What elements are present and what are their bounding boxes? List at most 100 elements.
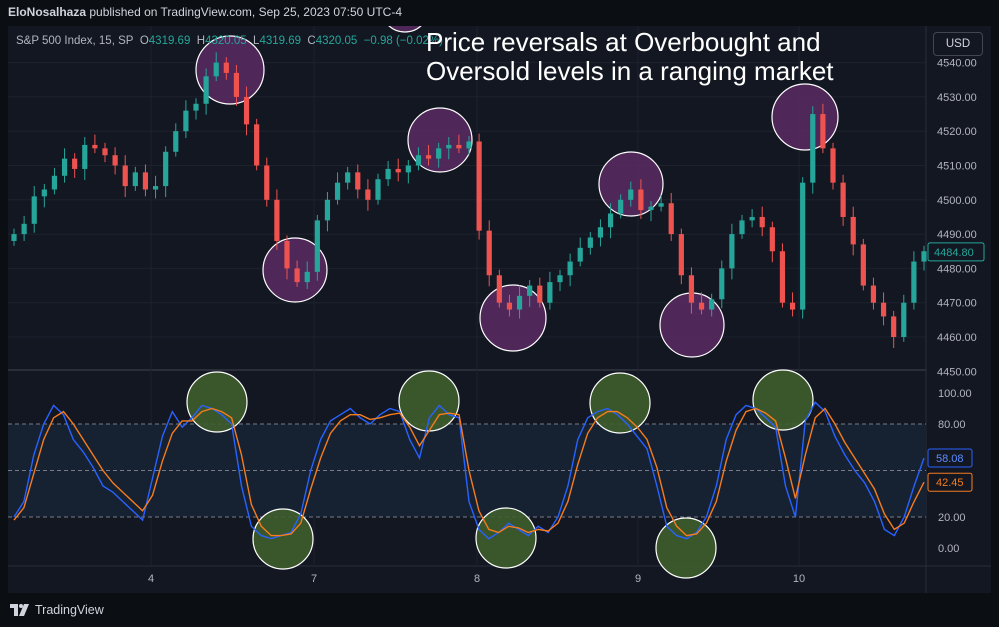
candle-body — [415, 155, 422, 166]
candle-body — [759, 216, 765, 228]
candle-body — [638, 189, 644, 211]
time-tick-label: 7 — [311, 573, 317, 585]
candle-body — [112, 155, 118, 166]
candle-body — [698, 302, 705, 310]
candle-body — [779, 251, 786, 303]
stoch-d-line — [13, 407, 925, 537]
candle-body — [213, 62, 219, 77]
stoch-lines — [13, 401, 925, 540]
oversold-stoch-marker — [655, 517, 717, 579]
stoch-tick-label: 100.00 — [938, 388, 972, 400]
candle-body — [850, 216, 856, 245]
price-tick-label: 4520.00 — [937, 126, 977, 138]
candle-body — [31, 196, 37, 224]
candle-body — [163, 151, 169, 187]
change-value: −0.98 (−0.02%) — [363, 35, 443, 47]
candle-body — [880, 302, 887, 317]
candle-body — [456, 144, 462, 149]
candle-body — [719, 268, 725, 300]
candle-body — [628, 189, 634, 200]
candle-body — [264, 165, 270, 200]
oversold-stoch-marker — [475, 507, 537, 569]
publication-bar: EloNosalhaza published on TradingView.co… — [0, 0, 999, 26]
oversold-stoch-marker — [252, 508, 314, 570]
candle-body — [668, 203, 674, 235]
time-tick-label: 4 — [148, 573, 154, 585]
publication-info: EloNosalhaza published on TradingView.co… — [8, 5, 402, 19]
brand-name: TradingView — [35, 603, 104, 617]
stoch-k-line — [13, 401, 925, 540]
price-tick-label: 4530.00 — [937, 92, 977, 104]
candle-body — [476, 141, 482, 231]
symbol-legend[interactable]: S&P 500 Index, 15, SP O4319.69 H4320.05 … — [16, 35, 443, 47]
price-tick-label: 4500.00 — [937, 195, 977, 207]
candle-body — [658, 203, 664, 207]
overbought-stoch-marker — [752, 369, 814, 431]
candle-body — [446, 144, 452, 149]
footer-brand[interactable]: TradingView — [10, 600, 104, 620]
candle-body — [921, 251, 927, 262]
price-tick-label: 4540.00 — [937, 58, 977, 70]
candle-body — [577, 247, 583, 262]
candle-body — [597, 227, 604, 238]
high-value: 4320.05 — [205, 35, 247, 47]
candle-body — [901, 302, 907, 337]
candle-body — [21, 223, 27, 235]
candle-body — [870, 285, 877, 303]
candle-body — [567, 261, 573, 276]
author-name[interactable]: EloNosalhaza — [8, 5, 87, 19]
candle-body — [223, 62, 229, 73]
candle-body — [203, 76, 209, 104]
candle-body — [688, 275, 695, 303]
candle-body — [41, 189, 47, 197]
candle-body — [527, 285, 533, 296]
candle-body — [132, 172, 138, 187]
candle-body — [496, 275, 502, 303]
candle-body — [274, 199, 280, 241]
candle-body — [709, 299, 715, 310]
candle-body — [820, 114, 826, 149]
overbought-price-marker — [388, 26, 422, 33]
candle-body — [395, 168, 401, 173]
stoch-k-value: 58.08 — [936, 453, 964, 465]
candle-body — [800, 182, 806, 310]
candle-body — [61, 158, 68, 176]
candle-body — [729, 234, 735, 269]
candle-body — [11, 234, 17, 241]
stoch-markers — [186, 369, 814, 579]
candle-body — [173, 131, 179, 152]
price-tick-label: 4470.00 — [937, 298, 977, 310]
price-tick-label: 4480.00 — [937, 263, 977, 275]
current-price-badge — [927, 242, 985, 262]
axes: 4460.00 4470.00 4480.00 4490.00 4500.00 4510.… — [148, 58, 985, 585]
candle-body — [506, 302, 513, 310]
price-tick-label: 4450.00 — [937, 366, 977, 378]
candle-body — [142, 172, 149, 190]
overbought-price-marker — [771, 83, 839, 151]
close-value: 4320.05 — [315, 35, 358, 47]
candle-body — [466, 141, 472, 149]
candle-body — [739, 220, 745, 235]
candle-body — [537, 285, 543, 303]
candle-body — [233, 72, 240, 97]
time-tick-label: 8 — [474, 573, 480, 585]
tradingview-logo-icon — [10, 604, 29, 616]
candle-body — [183, 110, 189, 132]
candle-body — [365, 189, 371, 200]
candle-body — [72, 158, 78, 169]
overbought-stoch-marker — [186, 371, 248, 433]
candle-body — [840, 182, 846, 217]
grid-lines — [8, 26, 991, 593]
price-tick-label: 4460.00 — [937, 332, 977, 344]
low-label: L — [253, 35, 260, 47]
overbought-price-marker — [407, 107, 473, 173]
currency-button[interactable]: USD — [933, 32, 983, 56]
overbought-oversold-price-markers — [195, 26, 839, 358]
candle-body — [436, 148, 442, 159]
oversold-price-marker — [479, 284, 547, 352]
candle-body — [345, 172, 351, 183]
candle-body — [618, 199, 624, 214]
candle-body — [547, 282, 553, 303]
stoch-tick-label: 80.00 — [938, 419, 966, 431]
